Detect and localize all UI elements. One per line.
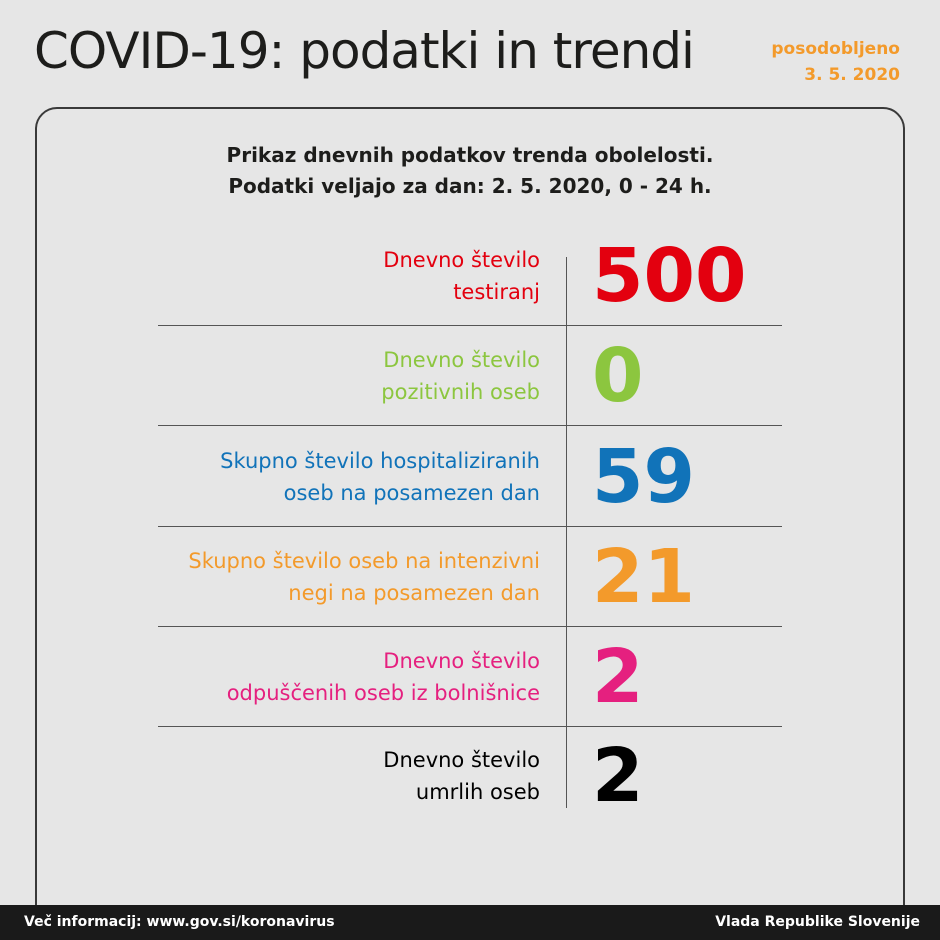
stat-label: Dnevno število pozitivnih oseb xyxy=(381,344,540,408)
stat-label-line-2: odpuščenih oseb iz bolnišnice xyxy=(226,681,540,705)
updated-label: posodobljeno xyxy=(771,39,900,59)
stat-row: Dnevno število testiranj 500 xyxy=(158,226,782,326)
stat-label-line-1: Dnevno število xyxy=(383,649,540,673)
row-divider xyxy=(158,626,782,627)
subtitle-line-1: Prikaz dnevnih podatkov trenda obolelost… xyxy=(226,143,714,167)
stat-label-line-2: umrlih oseb xyxy=(415,780,540,804)
stat-label-line-2: testiranj xyxy=(453,280,540,304)
stat-label-line-2: negi na posamezen dan xyxy=(288,581,540,605)
row-divider xyxy=(158,726,782,727)
stat-label: Skupno število hospitaliziranih oseb na p… xyxy=(220,445,540,509)
stat-label-line-2: oseb na posamezen dan xyxy=(283,481,540,505)
stat-value: 21 xyxy=(592,534,695,620)
stat-value: 59 xyxy=(592,434,695,520)
page-title: COVID-19: podatki in trendi xyxy=(34,22,695,80)
more-info-link[interactable]: Več informacij: www.gov.si/koronavirus xyxy=(24,914,335,930)
row-divider xyxy=(158,325,782,326)
row-divider xyxy=(158,526,782,527)
stat-label: Dnevno število testiranj xyxy=(383,244,540,308)
subtitle-line-2: Podatki veljajo za dan: 2. 5. 2020, 0 - … xyxy=(228,174,712,198)
stat-row: Skupno število hospitaliziranih oseb na p… xyxy=(158,427,782,527)
stat-value: 0 xyxy=(592,333,644,419)
column-divider xyxy=(566,257,567,808)
stat-row: Dnevno število odpuščenih oseb iz bolnišn… xyxy=(158,627,782,727)
stat-label-line-1: Dnevno število xyxy=(383,748,540,772)
stat-row: Skupno število oseb na intenzivni negi na… xyxy=(158,527,782,627)
card-subtitle: Prikaz dnevnih podatkov trenda obolelost… xyxy=(0,140,940,202)
stat-value: 2 xyxy=(592,733,644,819)
organization: Vlada Republike Slovenije xyxy=(715,914,920,930)
stat-value: 500 xyxy=(592,233,747,319)
stat-label-line-1: Dnevno število xyxy=(383,248,540,272)
updated-date: 3. 5. 2020 xyxy=(804,65,900,85)
stat-label: Dnevno število umrlih oseb xyxy=(383,744,540,808)
row-divider xyxy=(158,425,782,426)
stat-label: Skupno število oseb na intenzivni negi na… xyxy=(188,545,540,609)
update-info: posodobljeno 3. 5. 2020 xyxy=(771,36,900,88)
stat-value: 2 xyxy=(592,634,644,720)
stat-row: Dnevno število umrlih oseb 2 xyxy=(158,726,782,826)
footer: Več informacij: www.gov.si/koronavirus V… xyxy=(0,905,940,940)
stat-row: Dnevno število pozitivnih oseb 0 xyxy=(158,326,782,426)
stat-label: Dnevno število odpuščenih oseb iz bolnišn… xyxy=(227,645,540,709)
stat-label-line-1: Dnevno število xyxy=(383,348,540,372)
stat-label-line-1: Skupno število hospitaliziranih xyxy=(220,449,540,473)
stat-label-line-1: Skupno število oseb na intenzivni xyxy=(188,549,540,573)
stat-label-line-2: pozitivnih oseb xyxy=(381,380,540,404)
